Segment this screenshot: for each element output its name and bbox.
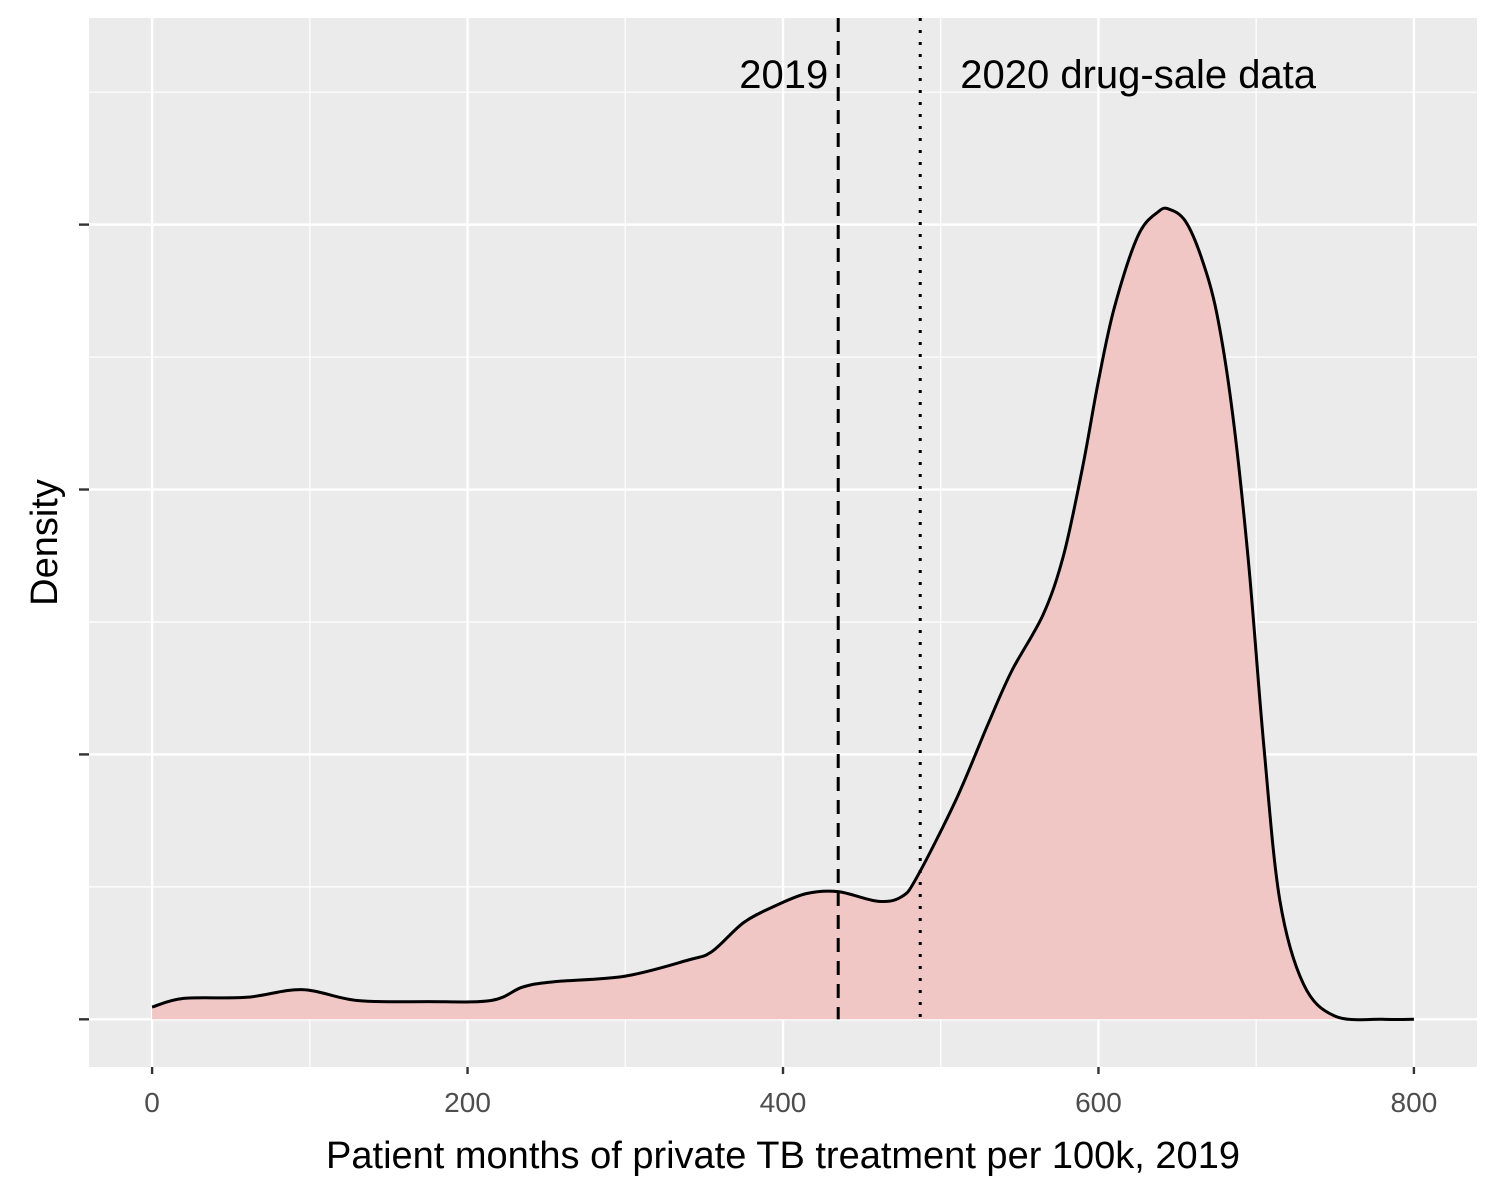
density-line (151, 206, 1414, 1022)
grid-major (89, 18, 1477, 1067)
annotation-2020-drug-sale-data: 2020 drug-sale data (960, 53, 1317, 97)
density-area (152, 208, 1414, 1020)
x-tick-label: 200 (444, 1087, 491, 1118)
x-tick-label: 400 (760, 1087, 807, 1118)
x-axis-title: Patient months of private TB treatment p… (326, 1135, 1240, 1177)
y-axis-ticks (79, 223, 89, 1021)
x-tick-label: 600 (1075, 1087, 1122, 1118)
y-axis-title: Density (24, 479, 66, 606)
x-axis-ticks: 0 200 400 600 800 (144, 1067, 1437, 1118)
annotation-2019: 2019 (739, 53, 828, 97)
x-tick-label: 0 (144, 1087, 160, 1118)
x-tick-label: 800 (1391, 1087, 1438, 1118)
